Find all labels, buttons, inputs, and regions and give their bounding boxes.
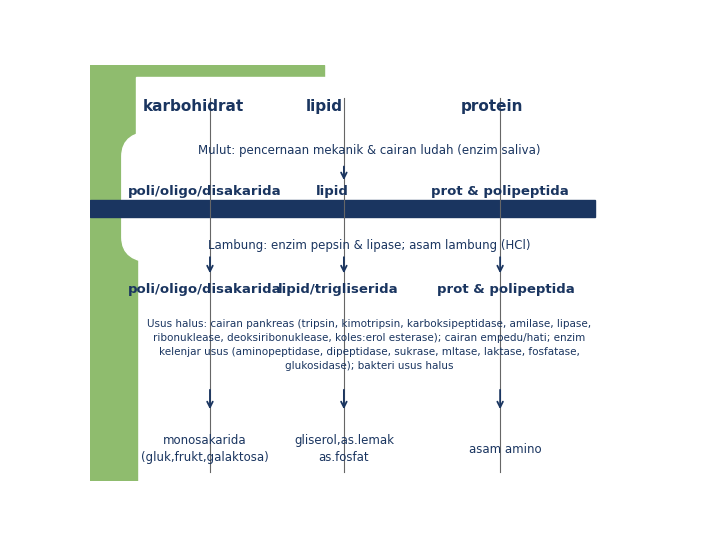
Text: lipid/trigliserida: lipid/trigliserida — [278, 283, 399, 296]
Text: Usus halus: cairan pankreas (tripsin, kimotripsin, karboksipeptidase, amilase, l: Usus halus: cairan pankreas (tripsin, ki… — [147, 320, 591, 372]
Text: Lambung: enzim pepsin & lipase; asam lambung (HCl): Lambung: enzim pepsin & lipase; asam lam… — [208, 239, 530, 252]
FancyBboxPatch shape — [122, 131, 657, 262]
Text: Mulut: pencernaan mekanik & cairan ludah (enzim saliva): Mulut: pencernaan mekanik & cairan ludah… — [198, 144, 540, 157]
Text: protein: protein — [461, 99, 523, 114]
Bar — [90, 65, 324, 140]
Text: prot & polipeptida: prot & polipeptida — [437, 283, 575, 296]
Bar — [90, 199, 595, 217]
Text: karbohidrat: karbohidrat — [143, 99, 244, 114]
Text: lipid: lipid — [316, 185, 349, 198]
Text: lipid: lipid — [306, 99, 343, 114]
Text: prot & polipeptida: prot & polipeptida — [431, 185, 569, 198]
Text: asam amino: asam amino — [469, 443, 542, 456]
Bar — [90, 65, 138, 481]
Bar — [136, 77, 642, 235]
Text: poli/oligo/disakarida: poli/oligo/disakarida — [127, 283, 282, 296]
Text: poli/oligo/disakarida: poli/oligo/disakarida — [127, 185, 282, 198]
Text: monosakarida
(gluk,frukt,galaktosa): monosakarida (gluk,frukt,galaktosa) — [140, 434, 269, 464]
Text: gliserol,as.lemak
as.fosfat: gliserol,as.lemak as.fosfat — [294, 434, 394, 464]
